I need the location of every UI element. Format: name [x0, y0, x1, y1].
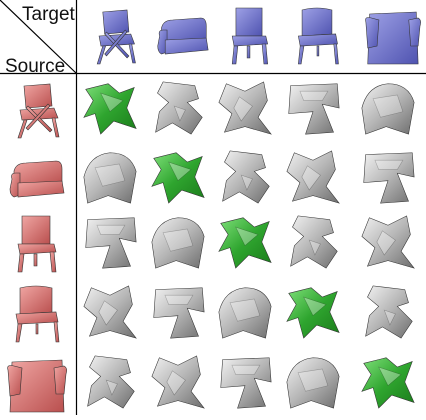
result-grid: [83, 81, 415, 409]
target-shape-high-back-chair: [231, 7, 269, 65]
mismatch-cell-r3-c2: [151, 217, 205, 269]
source-shape-folding-chair: [17, 83, 60, 139]
target-label: Target: [22, 4, 75, 25]
match-cell-r3-c3: [218, 217, 272, 269]
mismatch-cell-r1-c5: [361, 83, 415, 135]
source-shape-high-back-chair: [17, 215, 57, 273]
mismatch-cell-r4-c1: [83, 285, 137, 339]
mismatch-cell-r2-c4: [286, 150, 340, 204]
match-cell-r1-c1: [83, 83, 137, 135]
mismatch-cell-r4-c5: [365, 285, 413, 339]
mismatch-cell-r2-c3: [222, 150, 270, 204]
mismatch-cell-r2-c1: [83, 152, 137, 204]
source-column: [7, 83, 68, 413]
mismatch-cell-r1-c3: [218, 81, 272, 135]
source-label: Source: [5, 56, 66, 77]
source-shape-side-chair: [15, 285, 60, 343]
source-shape-armchair: [7, 359, 68, 413]
mismatch-cell-r4-c2: [153, 287, 205, 339]
header-diagonal-line: [0, 0, 77, 74]
mismatch-cell-r1-c4: [288, 83, 340, 135]
mismatch-cell-r5-c4: [286, 357, 340, 409]
target-shape-sofa: [157, 17, 209, 55]
target-row: [96, 7, 422, 65]
mismatch-cell-r4-c3: [218, 287, 272, 339]
mismatch-cell-r5-c2: [151, 355, 205, 409]
source-shape-sofa: [9, 160, 65, 198]
match-cell-r5-c5: [361, 357, 415, 409]
mismatch-cell-r3-c5: [361, 215, 415, 269]
mismatch-cell-r3-c4: [290, 215, 338, 269]
target-shape-side-chair: [297, 7, 339, 65]
match-cell-r4-c4: [286, 287, 340, 339]
match-cell-r2-c2: [151, 152, 205, 204]
mismatch-cell-r1-c2: [155, 81, 203, 135]
mismatch-cell-r2-c5: [363, 152, 415, 204]
mismatch-cell-r5-c1: [87, 355, 135, 409]
target-shape-armchair: [364, 11, 422, 65]
mismatch-cell-r5-c3: [220, 357, 272, 409]
mismatch-cell-r3-c1: [85, 217, 137, 269]
target-shape-folding-chair: [96, 9, 136, 65]
